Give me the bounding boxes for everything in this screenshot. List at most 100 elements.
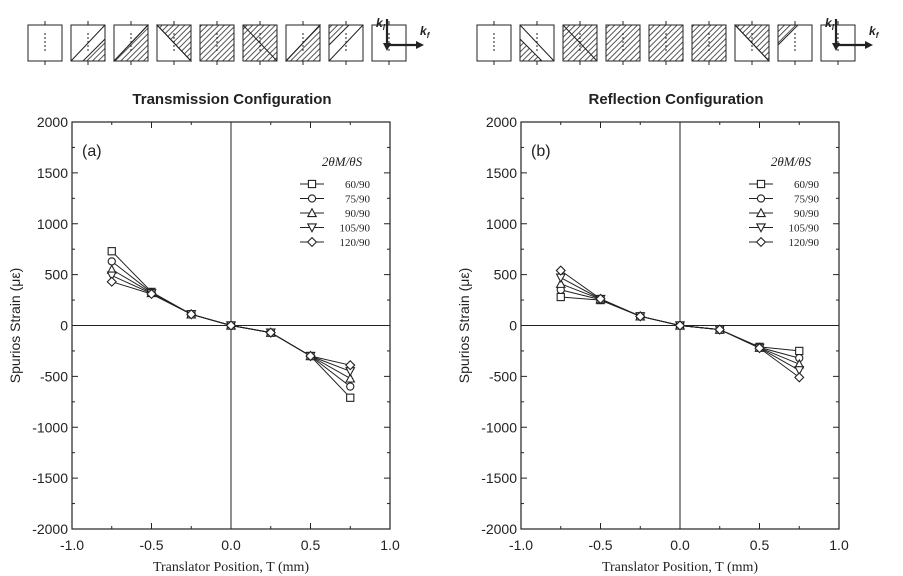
data-point: [555, 278, 566, 288]
y-axis-label: Spurios Strain (με): [456, 268, 472, 383]
legend-label: 105/90: [788, 223, 819, 235]
data-point: [186, 309, 197, 320]
x-tick-label: 1.0: [380, 537, 400, 553]
data-point: [794, 366, 805, 376]
data-point: [107, 247, 116, 256]
incident-label-sub: i: [383, 23, 386, 32]
legend-label: 120/90: [339, 237, 370, 249]
legend-marker: [756, 194, 766, 203]
data-point: [595, 293, 606, 305]
config-box: [691, 21, 727, 65]
x-tick-label: 0.5: [750, 537, 770, 553]
y-tick-label: 500: [494, 267, 518, 283]
config-box: [519, 21, 555, 65]
series-120-90: [555, 265, 805, 383]
incident-label-k: k: [825, 16, 833, 30]
config-box: [284, 21, 321, 65]
panel-label: (b): [531, 143, 551, 160]
legend-marker: [306, 223, 318, 233]
data-point: [674, 320, 686, 331]
final-label: kf: [420, 24, 431, 40]
y-tick-label: -1500: [481, 470, 517, 486]
data-point: [754, 342, 765, 354]
legend-label: 90/90: [794, 208, 820, 220]
data-point: [346, 393, 355, 402]
config-box: [155, 21, 192, 65]
legend-marker: [307, 194, 317, 203]
legend-label: 120/90: [788, 237, 819, 249]
series-120-90: [106, 276, 356, 371]
y-tick-label: -1000: [481, 419, 517, 435]
final-label: kf: [869, 24, 880, 40]
final-label-k: k: [420, 24, 428, 38]
legend-title: 2θM/θS: [771, 154, 812, 169]
data-point: [714, 324, 725, 335]
legend-label: 90/90: [345, 208, 371, 220]
config-box: [648, 21, 684, 65]
final-arrowhead: [416, 41, 424, 49]
y-tick-label: -1500: [32, 470, 68, 486]
config-box: [112, 21, 149, 65]
data-point: [265, 327, 276, 338]
data-point: [794, 372, 805, 383]
y-tick-label: 1000: [37, 216, 68, 232]
legend-marker: [306, 207, 318, 218]
data-point: [146, 288, 157, 300]
x-tick-label: -0.5: [139, 537, 163, 553]
chart-transmission: Transmission Configuration 2000 1500 1000 50…: [7, 91, 400, 575]
data-point: [345, 373, 356, 383]
box-hatch: [691, 24, 727, 62]
box-hatch: [328, 24, 351, 47]
data-point: [345, 360, 356, 371]
panel-label: (a): [82, 143, 102, 160]
legend-marker: [755, 207, 767, 218]
box-hatch: [777, 24, 800, 47]
config-box: [476, 21, 512, 65]
y-tick-label: -500: [40, 368, 68, 384]
y-axis-label: Spurios Strain (με): [7, 268, 23, 383]
chart-title: Reflection Configuration: [589, 91, 764, 108]
incident-label-sub: i: [832, 23, 835, 32]
config-box: [777, 21, 813, 65]
data-point: [556, 292, 565, 302]
x-axis-label: Translator Position, T (mm): [602, 560, 758, 575]
config-box: [562, 21, 598, 65]
x-tick-label: 0.5: [301, 537, 321, 553]
y-tick-label: 2000: [37, 114, 68, 130]
y-tick-label: 0: [509, 318, 517, 334]
x-tick-label: 1.0: [829, 537, 849, 553]
chart-title: Transmission Configuration: [132, 91, 331, 108]
y-tick-label: -1000: [32, 419, 68, 435]
legend-label: 75/90: [345, 194, 371, 206]
final-label-sub: f: [427, 31, 431, 40]
data-point: [106, 271, 117, 282]
y-tick-label: 1500: [37, 165, 68, 181]
y-tick-label: 2000: [486, 114, 517, 130]
legend-marker: [755, 223, 767, 233]
legend-marker: [306, 236, 318, 248]
config-box: [733, 21, 770, 65]
data-point: [635, 311, 646, 322]
y-tick-label: -2000: [481, 521, 517, 537]
legend-label: 60/90: [794, 179, 820, 191]
k-vectors: ki kf: [825, 16, 880, 51]
legend-marker: [307, 179, 317, 189]
data-point: [106, 276, 117, 287]
chart-reflection: Reflection Configuration 2000 1500 1000 500 0…: [456, 91, 849, 575]
data-point: [305, 350, 316, 362]
legend-marker: [755, 236, 767, 248]
final-label-k: k: [869, 24, 877, 38]
x-tick-label: -1.0: [509, 537, 533, 553]
legend-label: 75/90: [794, 194, 820, 206]
data-point: [555, 265, 566, 276]
x-tick-label: -0.5: [588, 537, 612, 553]
config-box: [605, 21, 641, 65]
data-point: [225, 320, 237, 331]
legend: 2θM/θS 60/90 75/90 90/90 105/90 120/90: [749, 154, 819, 249]
config-box: [328, 21, 364, 65]
incident-label: ki: [376, 16, 386, 32]
box-hatch: [519, 37, 544, 62]
data-point: [795, 346, 804, 356]
